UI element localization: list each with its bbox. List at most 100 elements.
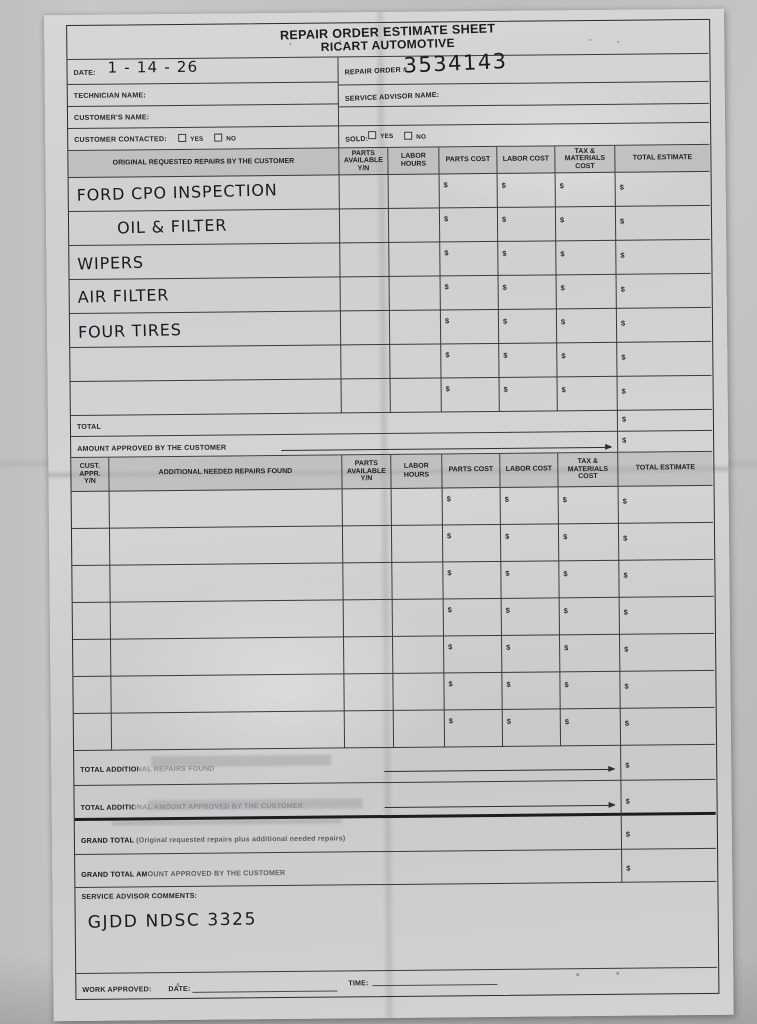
currency-symbol: $ (622, 496, 627, 506)
currency-symbol: $ (560, 317, 566, 327)
currency-symbol: $ (504, 531, 510, 541)
footer-speck-3 (616, 971, 620, 975)
table1-col-labor-cost: LABOR COST (497, 146, 556, 174)
customer-contacted-yes-checkbox[interactable] (178, 133, 187, 142)
table1-approved-value-cell[interactable] (618, 430, 713, 453)
currency-symbol: $ (502, 248, 507, 258)
currency-symbol: $ (564, 680, 569, 690)
currency-symbol: $ (624, 718, 630, 728)
table1-col-parts-available: PARTS AVAILABLE Y/N (339, 147, 389, 176)
repair-item-description: WIPERS (77, 252, 145, 274)
currency-symbol: $ (502, 282, 507, 292)
repair-item-description: AIR FILTER (77, 285, 170, 307)
currency-symbol: $ (447, 568, 452, 578)
currency-symbol: $ (447, 605, 452, 615)
currency-symbol: $ (625, 760, 630, 770)
col-tax-materials-l1: TAX & (574, 147, 596, 155)
currency-symbol: $ (564, 643, 569, 653)
table1-title-text: ORIGINAL REQUESTED REPAIRS BY THE CUSTOM… (112, 157, 295, 167)
table1-total-value-cell[interactable] (617, 409, 713, 432)
currency-symbol: $ (626, 863, 631, 873)
total-additional-approved-value-cell[interactable] (621, 779, 716, 816)
currency-symbol: $ (621, 352, 626, 362)
customer-contacted-label: CUSTOMER CONTACTED: (74, 135, 167, 144)
col-total-estimate-text: TOTAL ESTIMATE (632, 153, 693, 162)
currency-symbol: $ (505, 605, 510, 615)
table1-total-label: TOTAL (76, 422, 102, 431)
table2-col-tax-materials: TAX & MATERIALS COST (558, 452, 619, 488)
currency-symbol: $ (501, 214, 507, 224)
table1-col-total-estimate: TOTAL ESTIMATE (615, 144, 710, 173)
t2-col-parts-cost-text: PARTS COST (448, 466, 494, 474)
table-row[interactable] (73, 633, 715, 678)
sold-yes-checkbox[interactable] (368, 131, 377, 140)
repair-order-value: 3534143 (403, 49, 509, 78)
currency-symbol: $ (446, 531, 452, 541)
currency-symbol: $ (625, 829, 631, 839)
currency-symbol: $ (621, 386, 626, 396)
currency-symbol: $ (444, 316, 450, 326)
currency-symbol: $ (563, 569, 568, 579)
currency-symbol: $ (561, 351, 566, 361)
work-approved-label: WORK APPROVED: (82, 985, 152, 994)
table-row[interactable] (71, 485, 713, 530)
currency-symbol: $ (505, 568, 510, 578)
footer-speck-2 (576, 973, 580, 977)
t2-col-parts-available-l3: Y/N (360, 475, 373, 483)
currency-symbol: $ (506, 716, 511, 726)
grand-total-value-cell[interactable] (621, 814, 717, 850)
date-label: DATE: (73, 68, 96, 77)
currency-symbol: $ (501, 180, 506, 190)
sold-no-label: NO (416, 133, 427, 141)
currency-symbol: $ (619, 182, 624, 192)
col-tax-materials-l3: COST (575, 162, 595, 170)
t2-col-labor-cost-text: LABOR COST (505, 465, 553, 474)
currency-symbol: $ (623, 607, 628, 617)
currency-symbol: $ (444, 282, 449, 292)
t2-col-parts-available-l1: PARTS (354, 459, 378, 468)
currency-symbol: $ (564, 717, 569, 727)
col-parts-available-l2: AVAILABLE (343, 157, 383, 165)
grand-total-approved-value-cell[interactable] (622, 848, 717, 883)
currency-symbol: $ (445, 384, 450, 394)
col-parts-cost-text: PARTS COST (445, 155, 491, 164)
currency-symbol: $ (560, 249, 565, 259)
service-advisor-comments-value: GJDD NDSC 3325 (87, 909, 258, 933)
customer-contacted-no-checkbox[interactable] (214, 133, 223, 142)
currency-symbol: $ (502, 316, 508, 326)
currency-symbol: $ (503, 350, 508, 360)
table2-title-header: ADDITIONAL NEEDED REPAIRS FOUND (109, 455, 343, 492)
currency-symbol: $ (448, 716, 453, 726)
currency-symbol: $ (563, 532, 568, 542)
table-row[interactable] (72, 559, 714, 604)
currency-symbol: $ (620, 318, 626, 328)
table1-approved-label: AMOUNT APPROVED BY THE CUSTOMER (77, 443, 227, 453)
currency-symbol: $ (444, 248, 449, 258)
work-approved-date-label: DATE: (168, 984, 191, 994)
currency-symbol: $ (563, 606, 568, 616)
currency-symbol: $ (446, 494, 451, 504)
repair-item-description: FOUR TIRES (77, 320, 182, 342)
table1-col-labor-hours: LABOR HOURS (388, 147, 440, 175)
currency-symbol: $ (619, 216, 625, 226)
sold-no-checkbox[interactable] (404, 131, 413, 140)
col-labor-hours-l2: HOURS (400, 160, 427, 168)
customer-contacted-yes-label: YES (190, 135, 204, 143)
sold-label: SOLD: (345, 134, 369, 144)
t2-col-parts-available-l2: AVAILABLE (346, 467, 386, 475)
t2-col-labor-hours-l2: HOURS (403, 471, 430, 479)
currency-symbol: $ (621, 414, 627, 424)
table2-col-labor-hours: LABOR HOURS (391, 454, 443, 489)
table-row[interactable] (73, 707, 716, 752)
total-additional-repairs-value-cell[interactable] (621, 744, 716, 781)
currency-symbol: $ (559, 181, 564, 191)
currency-symbol: $ (448, 642, 453, 652)
currency-symbol: $ (559, 215, 565, 225)
table-row[interactable] (72, 596, 714, 641)
currency-symbol: $ (445, 350, 450, 360)
currency-symbol: $ (622, 435, 627, 445)
table-row[interactable] (73, 670, 715, 715)
currency-symbol: $ (560, 283, 565, 293)
table-row[interactable] (71, 522, 714, 567)
